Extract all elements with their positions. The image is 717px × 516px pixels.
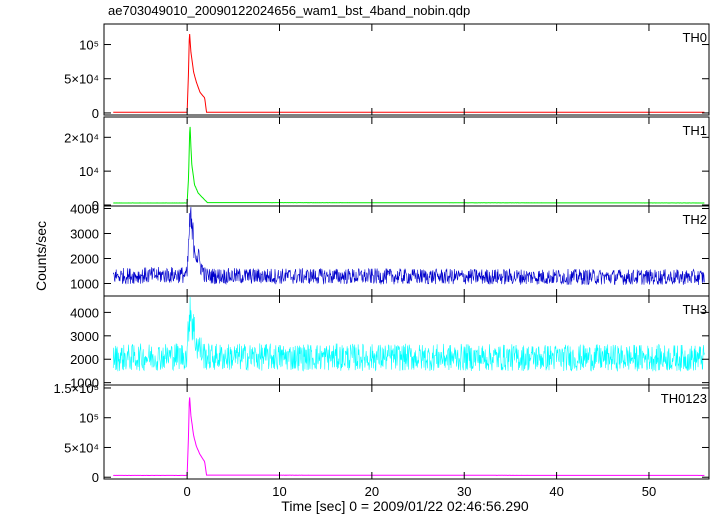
panel-label: TH0 <box>682 30 707 45</box>
panel-th0: 0 5×10⁴ 10⁵ TH0 <box>64 23 710 121</box>
series-th0123 <box>113 397 705 476</box>
y-tick-label: 0 <box>92 470 99 485</box>
y-tick-label: 10⁴ <box>79 164 99 179</box>
series-th0 <box>113 33 705 113</box>
y-tick-label: 4000 <box>70 305 99 320</box>
y-tick-label: 3000 <box>70 227 99 242</box>
y-tick-label: 2×10⁴ <box>64 130 99 145</box>
panel-label: TH3 <box>682 302 707 317</box>
x-tick-label: 20 <box>365 484 379 499</box>
y-tick-label: 2000 <box>70 252 99 267</box>
x-tick-label: 0 <box>184 484 191 499</box>
y-tick-label: 10⁵ <box>79 38 99 53</box>
y-tick-label: 1.5×10⁵ <box>53 381 99 396</box>
series-th2 <box>112 206 705 285</box>
panel-label: TH1 <box>682 123 707 138</box>
series-th3 <box>112 296 705 372</box>
panel-th0123: 0 5×10⁴ 10⁵ 1.5×10⁵ TH0123 <box>53 381 710 485</box>
y-tick-label: 1000 <box>70 277 99 292</box>
x-tick-label: 50 <box>642 484 656 499</box>
x-tick-label: 30 <box>457 484 471 499</box>
x-tick-label: 40 <box>549 484 563 499</box>
y-tick-label: 0 <box>92 198 99 213</box>
y-tick-label: 3000 <box>70 329 99 344</box>
panel-frame <box>103 384 710 480</box>
y-tick-label: 10⁵ <box>79 411 99 426</box>
y-tick-label: 0 <box>92 106 99 121</box>
panel-th1: 0 10⁴ 2×10⁴ TH1 <box>64 116 710 213</box>
x-tick-label: 10 <box>272 484 286 499</box>
y-tick-label: 2000 <box>70 352 99 367</box>
panel-frame <box>103 23 710 116</box>
panel-th2: 1000 2000 3000 4000 TH2 <box>70 202 710 297</box>
y-tick-label: 5×10⁴ <box>64 440 99 455</box>
panel-th3: 1000 2000 3000 4000 TH3 <box>70 295 710 391</box>
panel-frame <box>103 116 710 207</box>
y-axis-label: Counts/sec <box>33 221 49 291</box>
chart-title: ae703049010_20090122024656_wam1_bst_4ban… <box>108 3 471 18</box>
y-tick-label: 4000 <box>70 202 99 217</box>
panel-label: TH0123 <box>661 391 707 406</box>
x-axis-label: Time [sec] 0 = 2009/01/22 02:46:56.290 <box>281 498 529 514</box>
y-tick-label: 5×10⁴ <box>64 72 99 87</box>
panel-label: TH2 <box>682 212 707 227</box>
y-tick-label: 1000 <box>70 376 99 391</box>
series-th1 <box>113 126 705 204</box>
